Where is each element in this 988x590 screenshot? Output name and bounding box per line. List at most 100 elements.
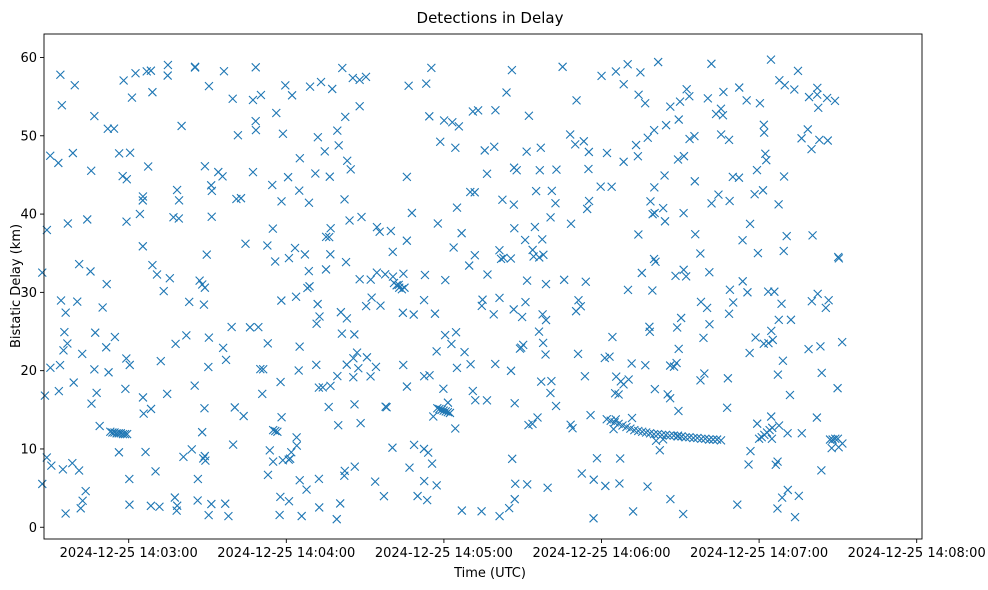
data-point bbox=[566, 420, 576, 430]
data-point bbox=[409, 310, 419, 319]
data-point bbox=[341, 257, 351, 267]
data-point bbox=[522, 147, 532, 157]
data-point bbox=[277, 197, 286, 206]
data-point bbox=[623, 285, 633, 295]
data-point bbox=[221, 355, 231, 365]
data-point bbox=[432, 481, 442, 490]
data-point bbox=[177, 121, 186, 131]
data-point bbox=[402, 172, 412, 182]
data-point bbox=[146, 404, 156, 414]
data-point bbox=[703, 93, 713, 103]
data-point bbox=[420, 270, 430, 280]
data-point bbox=[643, 133, 653, 143]
x-tick-label: 2024-12-25 14:07:00 bbox=[690, 546, 828, 561]
data-point bbox=[690, 229, 700, 239]
data-point bbox=[477, 506, 486, 516]
data-point bbox=[718, 110, 728, 120]
data-point bbox=[432, 347, 442, 356]
data-point bbox=[722, 403, 732, 413]
data-point bbox=[702, 303, 712, 313]
data-point bbox=[103, 124, 113, 134]
data-point bbox=[110, 332, 120, 342]
data-point bbox=[348, 73, 358, 83]
data-point bbox=[388, 247, 398, 257]
data-point bbox=[777, 493, 787, 503]
data-point bbox=[62, 339, 72, 348]
data-point bbox=[427, 459, 437, 469]
data-point bbox=[676, 313, 686, 323]
data-point bbox=[535, 165, 545, 175]
data-point bbox=[300, 250, 310, 259]
data-point bbox=[627, 413, 637, 423]
data-point bbox=[54, 386, 64, 396]
data-point bbox=[482, 396, 492, 405]
data-point bbox=[159, 286, 169, 296]
data-point bbox=[275, 510, 285, 520]
data-point bbox=[314, 474, 324, 484]
data-point bbox=[517, 312, 527, 322]
data-point bbox=[200, 403, 209, 413]
data-point bbox=[321, 232, 331, 242]
data-point bbox=[256, 90, 266, 100]
plot-area: 0 10 20 30 40 50 60 2024-12-25 14:03:00 2024-12-… bbox=[20, 33, 986, 561]
data-point bbox=[233, 130, 243, 140]
data-point bbox=[608, 332, 617, 342]
data-point bbox=[774, 315, 784, 325]
data-point bbox=[263, 338, 273, 348]
data-point bbox=[59, 327, 69, 337]
data-point bbox=[803, 125, 813, 134]
data-point bbox=[371, 362, 381, 372]
data-point bbox=[797, 133, 806, 143]
data-point bbox=[707, 198, 716, 208]
data-point bbox=[509, 200, 519, 210]
data-point bbox=[769, 287, 779, 297]
data-point bbox=[326, 223, 336, 233]
data-point bbox=[679, 208, 688, 218]
data-point bbox=[672, 358, 681, 368]
data-point bbox=[830, 96, 840, 106]
data-point bbox=[824, 295, 834, 305]
data-point bbox=[577, 469, 587, 478]
data-point bbox=[779, 246, 789, 256]
data-point bbox=[318, 383, 328, 392]
data-point bbox=[424, 111, 434, 121]
data-point bbox=[528, 245, 538, 255]
data-point bbox=[541, 279, 551, 289]
data-point bbox=[597, 71, 606, 81]
data-point bbox=[679, 151, 689, 161]
data-point bbox=[324, 232, 334, 242]
data-point bbox=[637, 268, 647, 278]
data-point bbox=[538, 338, 548, 348]
data-point bbox=[143, 162, 153, 171]
data-point bbox=[573, 349, 583, 359]
data-point bbox=[673, 432, 683, 441]
data-point bbox=[400, 283, 409, 293]
data-point bbox=[121, 354, 131, 363]
data-point bbox=[224, 511, 233, 521]
data-point bbox=[582, 204, 592, 214]
data-point bbox=[491, 105, 500, 115]
data-point bbox=[465, 187, 475, 197]
data-point bbox=[179, 452, 188, 462]
data-point bbox=[468, 107, 478, 116]
data-point bbox=[468, 386, 478, 396]
data-point bbox=[141, 447, 150, 457]
data-point bbox=[574, 295, 583, 305]
data-point bbox=[265, 445, 275, 455]
data-point bbox=[759, 120, 769, 130]
data-point bbox=[636, 67, 645, 77]
data-point bbox=[619, 79, 629, 89]
data-point bbox=[674, 406, 683, 416]
data-point bbox=[716, 130, 726, 139]
data-point bbox=[118, 429, 128, 439]
data-point bbox=[780, 80, 790, 90]
data-point bbox=[649, 183, 659, 192]
data-point bbox=[814, 135, 824, 145]
data-point bbox=[682, 84, 692, 94]
data-point bbox=[478, 295, 487, 305]
data-point bbox=[230, 403, 240, 412]
data-point bbox=[547, 376, 556, 386]
data-point bbox=[340, 112, 350, 122]
data-point bbox=[789, 85, 799, 94]
data-point bbox=[152, 270, 162, 279]
